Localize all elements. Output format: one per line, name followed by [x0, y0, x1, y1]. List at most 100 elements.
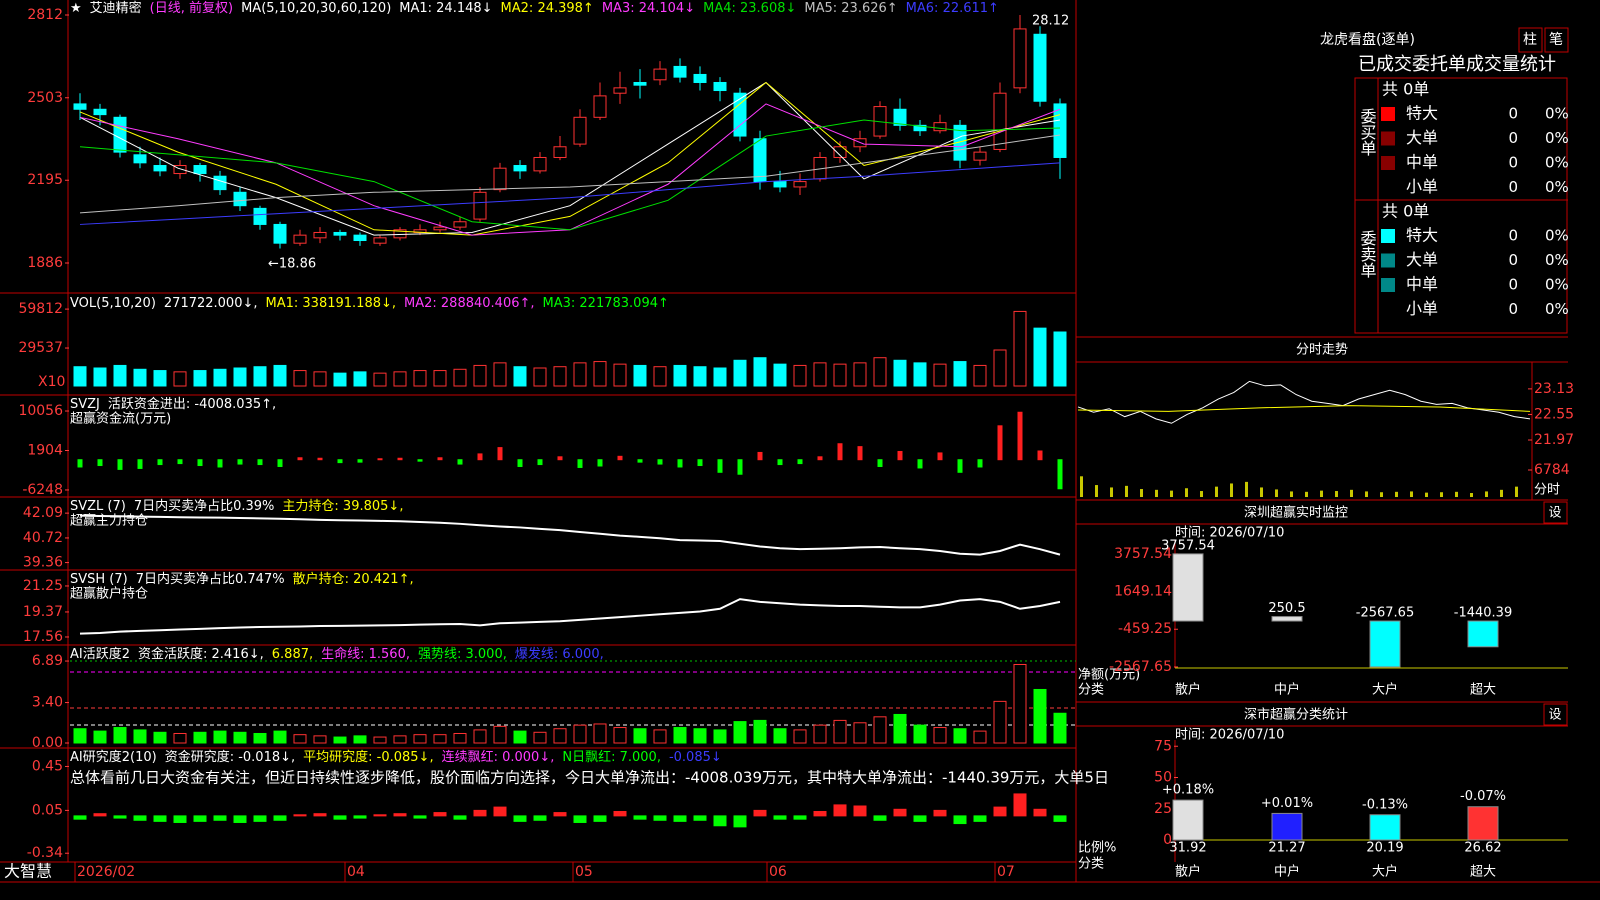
bar [853, 805, 867, 817]
candle-body [473, 191, 487, 220]
bar [373, 372, 387, 387]
y-tick-label: 2195 [27, 172, 63, 188]
header-item: 7日内买卖净占比0.747% [136, 571, 285, 587]
bar [73, 728, 87, 744]
value-label: 20.19 [1366, 841, 1403, 856]
button[interactable]: 笔 [1549, 32, 1563, 48]
price-line [1077, 380, 1531, 424]
bar [217, 459, 223, 468]
brand: 大智慧 [4, 862, 52, 881]
swatch [1381, 156, 1395, 170]
bar [393, 813, 407, 817]
bar [113, 815, 127, 819]
bar [453, 732, 467, 744]
header: SVSH (7) 7日内买卖净占比0.747% 散户持仓: 20.421↑, [70, 571, 414, 587]
note: 总体看前几日大资金有关注，但近日持续性逐步降低，股价面临方向选择，今日大单净流出… [70, 769, 1109, 787]
bar [453, 815, 467, 820]
candle-body [733, 92, 747, 137]
row-count: 0 [1508, 300, 1518, 318]
bar [1033, 808, 1047, 817]
y-tick-label: 22.55 [1534, 406, 1574, 422]
header-item: (日线, 前复权) [150, 0, 233, 16]
bar [1467, 620, 1499, 648]
bar [253, 366, 267, 387]
bar [757, 451, 763, 461]
bar [537, 459, 543, 466]
bar [433, 734, 447, 744]
candle-body [273, 223, 287, 244]
bar [333, 372, 347, 387]
y-tick-label: 25 [1154, 801, 1172, 817]
bar [153, 731, 167, 744]
bar [933, 809, 947, 817]
y-label: 比例% [1078, 841, 1116, 856]
bar [93, 813, 107, 817]
bar [737, 459, 743, 475]
candle-body [953, 124, 967, 161]
candle-body [353, 234, 367, 242]
bar [953, 728, 967, 744]
bar [853, 362, 867, 387]
bar [417, 459, 423, 462]
x-tick-label: 中户 [1274, 682, 1300, 698]
candle-body [73, 103, 87, 110]
candle-body [333, 231, 347, 236]
header: AI活跃度2 资金活跃度: 2.416↓, 6.887, 生命线: 1.560, 强势线… [70, 646, 604, 662]
row-label: 中单 [1406, 275, 1438, 294]
bar [1017, 411, 1023, 461]
bar [873, 357, 887, 387]
bar [773, 815, 787, 820]
volume-bar [1110, 487, 1113, 497]
header-item: 资金研究度: -0.018↓, [165, 749, 295, 765]
swatch [1381, 180, 1395, 195]
value-label: 31.92 [1169, 841, 1206, 856]
bar [133, 815, 147, 821]
swatch [1381, 107, 1395, 121]
bar [257, 459, 263, 466]
bar [213, 815, 227, 821]
bar [1033, 688, 1047, 744]
bar [817, 456, 823, 461]
bar [133, 368, 147, 387]
bar [297, 457, 303, 461]
side-label: 委卖单 [1358, 230, 1377, 278]
header-item: MA3: 24.104↓ [602, 1, 695, 16]
button[interactable]: 设 [1548, 506, 1561, 521]
bar [173, 815, 187, 823]
volume-bar [1215, 486, 1218, 497]
candle-body [553, 146, 567, 158]
bar [433, 370, 447, 387]
y-tick-label: 23.13 [1534, 381, 1574, 397]
bar [173, 371, 187, 387]
candle-body [213, 175, 227, 191]
header-item: 资金活跃度: 2.416↓, [138, 646, 264, 662]
bar [277, 459, 283, 467]
bar [653, 366, 667, 387]
bar [157, 459, 163, 466]
y-tick-label: 3.40 [32, 695, 63, 711]
y-tick-label: 6784 [1534, 462, 1570, 478]
subtitle: 时间: 2026/07/10 [1175, 526, 1284, 541]
bar [793, 815, 807, 820]
candle-body [293, 234, 307, 244]
y-tick-label: 40.72 [23, 530, 63, 546]
candle-body [913, 124, 927, 132]
button[interactable]: 柱 [1523, 32, 1537, 48]
header-item: MA3: 221783.094↑ [543, 296, 669, 311]
bar [833, 804, 847, 817]
header-item: 6.887, [272, 647, 313, 662]
bar [853, 722, 867, 744]
header-item: 连续飘红: 0.000↓, [442, 749, 555, 765]
bar [993, 349, 1007, 387]
bar [197, 459, 203, 467]
row-pct: 0% [1545, 300, 1569, 318]
bar [693, 366, 707, 387]
button[interactable]: 设 [1548, 708, 1561, 723]
bar [857, 446, 863, 461]
bar [397, 457, 403, 461]
candle-body [453, 221, 467, 228]
volume-bar [1455, 491, 1458, 497]
bar [753, 809, 767, 817]
